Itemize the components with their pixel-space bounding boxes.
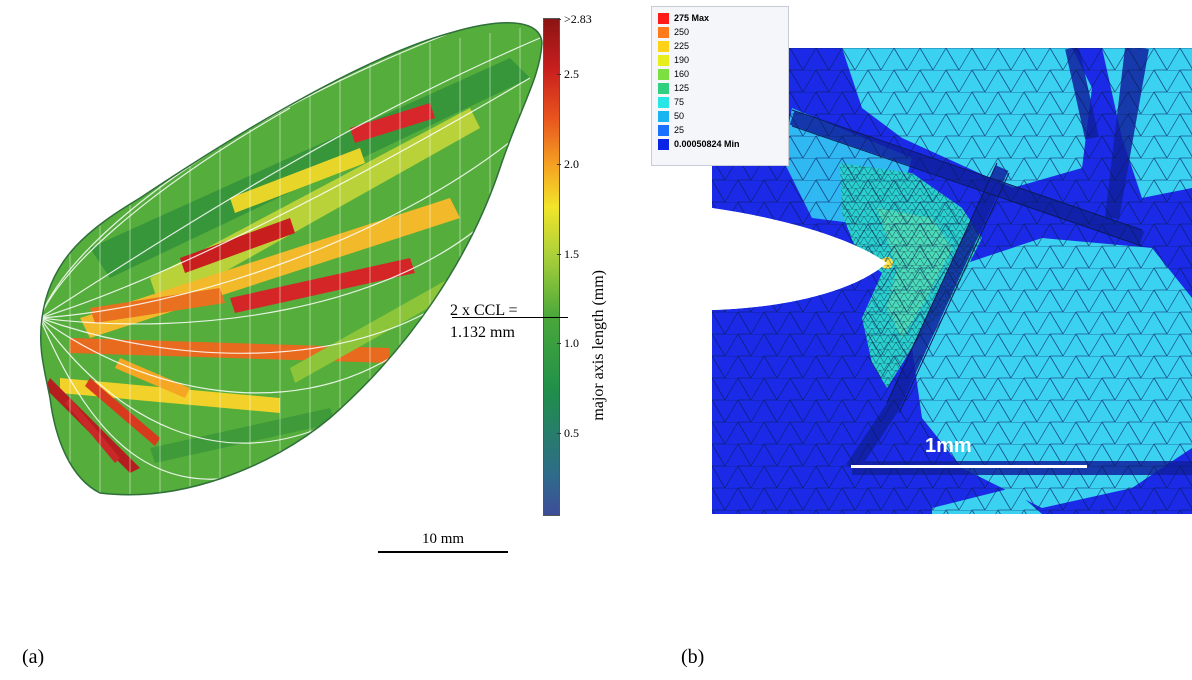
panel-label-b: (b) — [681, 646, 705, 668]
legend-swatch — [658, 97, 669, 108]
legend-entry-label: 250 — [674, 27, 690, 37]
ccl-annotation-line1: 2 x CCL = — [450, 302, 518, 319]
colorbar-tick — [557, 164, 561, 165]
colorbar-tick-label: 1.0 — [564, 336, 579, 350]
panel-label-a: (a) — [22, 646, 45, 668]
legend-swatch — [658, 83, 669, 94]
legend-entry-label: 275 Max — [674, 13, 710, 23]
colorbar-tick — [557, 74, 561, 75]
colorbar-tick — [557, 433, 561, 434]
scale-bar-a — [378, 551, 508, 553]
colorbar — [543, 18, 560, 516]
colorbar-tick — [557, 343, 561, 344]
colorbar-tick-label: 2.0 — [564, 157, 579, 171]
ccl-annotation: 2 x CCL = 1.132 mm — [450, 300, 518, 344]
scale-bar-label-a: 10 mm — [421, 531, 465, 547]
ccl-marker-line — [452, 317, 568, 318]
legend-entry-label: 0.00050824 Min — [674, 139, 740, 149]
legend-swatch — [658, 41, 669, 52]
ccl-annotation-line2: 1.132 mm — [450, 324, 515, 341]
legend-entry-label: 50 — [674, 111, 685, 121]
colorbar-label: major axis length (mm) — [590, 270, 607, 421]
legend-swatch — [658, 69, 669, 80]
legend-entry-label: 125 — [674, 83, 690, 93]
legend-swatch — [658, 55, 669, 66]
legend-swatch — [658, 125, 669, 136]
colorbar-tick-label: 2.5 — [564, 67, 579, 81]
legend-swatch — [658, 139, 669, 150]
colorbar-tick-label: >2.83 — [564, 12, 592, 26]
legend-swatch — [658, 111, 669, 122]
stress-legend: 275 Max 250 225 190 160 125 75 50 25 0.0… — [651, 6, 789, 166]
legend-entry-label: 160 — [674, 69, 690, 79]
fea-stress-mesh — [712, 48, 1192, 514]
colorbar-tick-label: 0.5 — [564, 426, 579, 440]
legend-entry-label: 225 — [674, 41, 690, 51]
colorbar-tick — [557, 254, 561, 255]
scale-bar-label-b: 1mm — [925, 435, 972, 457]
colorbar-tick — [557, 19, 561, 20]
legend-swatch — [658, 27, 669, 38]
scale-bar-b — [851, 465, 1087, 468]
legend-entry-label: 190 — [674, 55, 690, 65]
wing-heatmap — [39, 22, 543, 496]
colorbar-tick-label: 1.5 — [564, 247, 579, 261]
legend-entry-label: 75 — [674, 97, 685, 107]
legend-entry-label: 25 — [674, 125, 685, 135]
legend-swatch — [658, 13, 669, 24]
